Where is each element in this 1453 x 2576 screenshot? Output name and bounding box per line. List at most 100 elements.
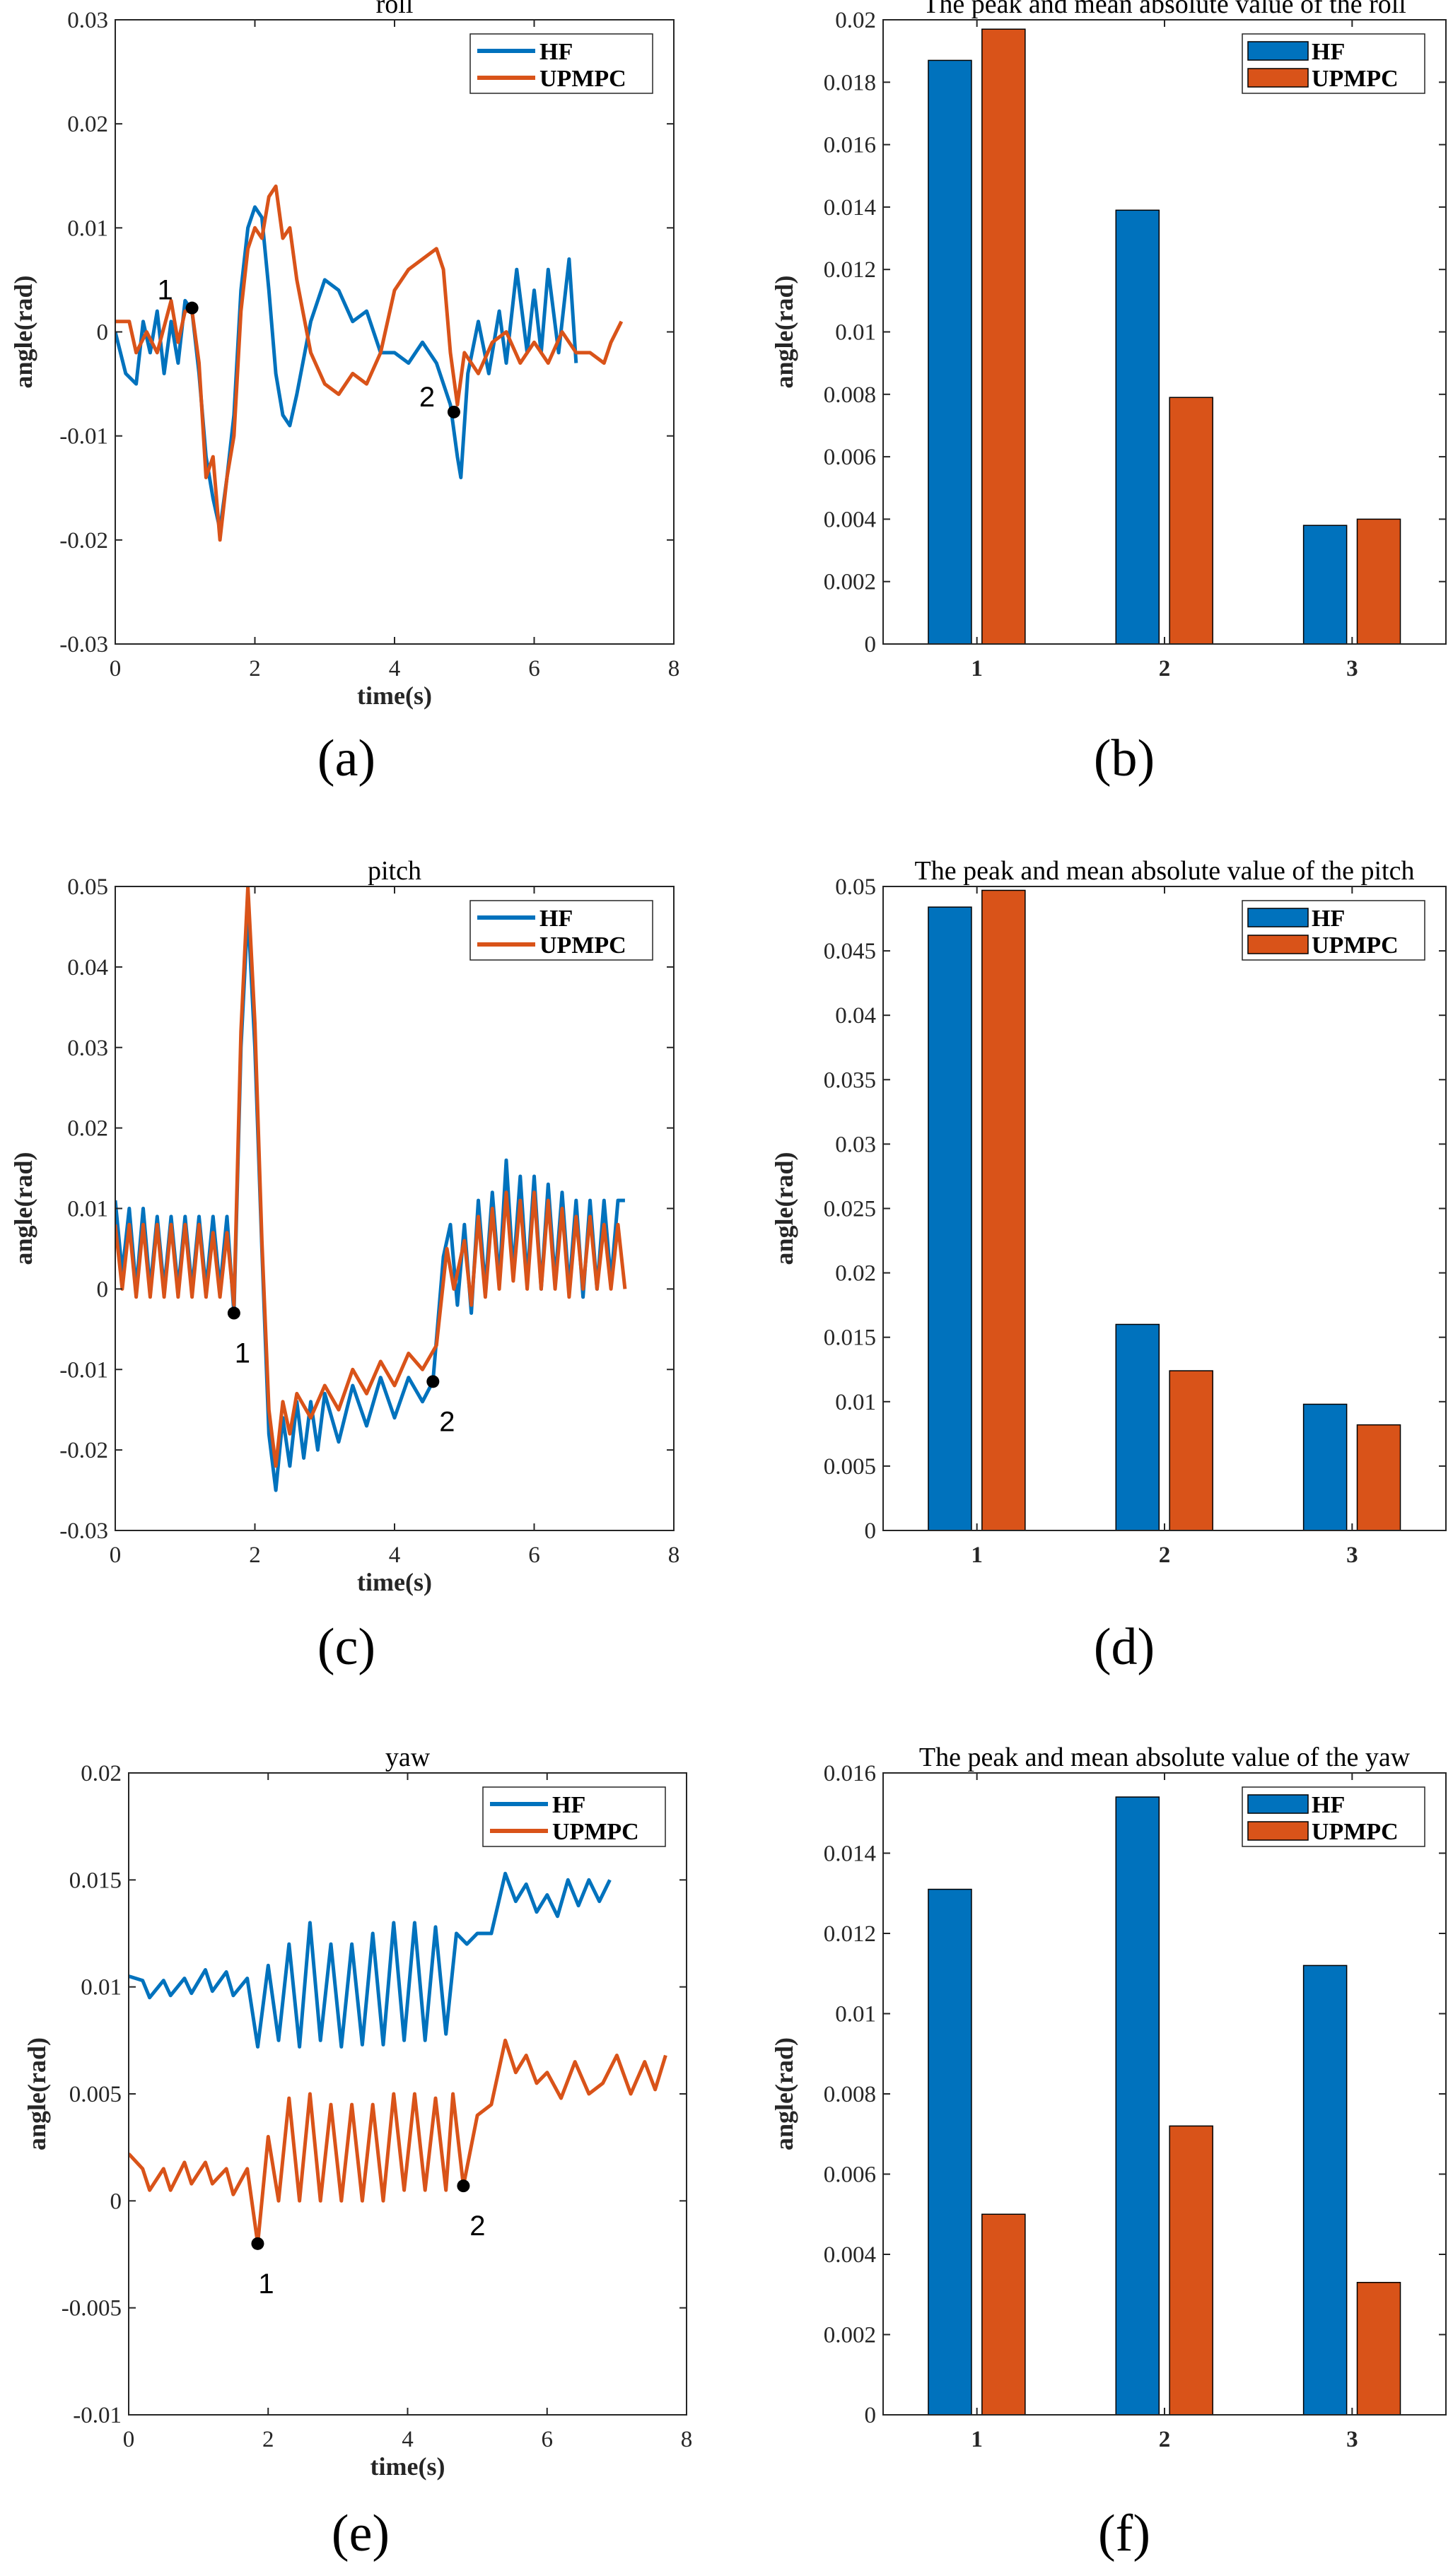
x-axis-label: time(s) — [357, 681, 432, 710]
y-tick-label: 0.01 — [81, 1975, 122, 2001]
legend-box — [469, 900, 653, 961]
x-tick-label: 4 — [402, 2427, 414, 2452]
x-tick-label: 1 — [971, 1542, 983, 1568]
panel-b: 0 0.002 0.004 0.006 0.008 0.01 0.012 0.014 0.016… — [770, 0, 1447, 681]
y-tick-label: 0.02 — [67, 1116, 108, 1142]
marker-point-1 — [185, 301, 199, 315]
legend-label-hf: HF — [1312, 906, 1345, 932]
legend-box — [482, 1786, 666, 1847]
x-tick-label: 3 — [1346, 2427, 1358, 2452]
y-tick-label: 0.016 — [824, 1761, 876, 1786]
legend-label-upmpc: UPMPC — [539, 66, 626, 92]
bar-upmpc-3 — [1356, 518, 1401, 645]
panel-c: 1 2 -0.03 -0.02 -0.01 0 0.01 0.02 0.03 0.04 0.05 0 2… — [9, 856, 679, 1596]
legend-swatch-upmpc — [1247, 1821, 1309, 1841]
y-tick-label: 0.02 — [835, 8, 876, 33]
x-tick-label: 2 — [1159, 2427, 1171, 2452]
chart-title: The peak and mean absolute value of the … — [915, 856, 1415, 886]
panel-f: 0 0.002 0.004 0.006 0.008 0.01 0.012 0.014 0.016… — [770, 1743, 1447, 2452]
legend-label-upmpc: UPMPC — [539, 932, 626, 959]
series-line-upmpc — [115, 886, 627, 1468]
y-tick-label: 0.008 — [824, 2082, 876, 2107]
y-tick-label: 0 — [865, 632, 877, 657]
y-tick-label: 0.006 — [824, 445, 876, 470]
y-tick-label: 0.006 — [824, 2162, 876, 2188]
marker-label-1: 1 — [235, 1338, 250, 1369]
legend-label-upmpc: UPMPC — [1312, 66, 1399, 92]
legend-swatch-hf — [1247, 41, 1309, 61]
x-tick-label: 2 — [249, 1542, 261, 1568]
bar-upmpc-1 — [981, 889, 1026, 1531]
plot-area — [883, 886, 1446, 1530]
panel-label-f: (f) — [1098, 2505, 1150, 2563]
bar-hf-1 — [928, 1888, 972, 2416]
bar-hf-2 — [1115, 1796, 1160, 2416]
x-tick-label: 0 — [123, 2427, 135, 2452]
x-tick-label: 4 — [389, 656, 401, 681]
x-tick-label: 1 — [971, 2427, 983, 2452]
y-tick-label: 0.01 — [835, 2002, 876, 2027]
marker-label-2: 2 — [419, 382, 435, 413]
marker-label-2: 2 — [439, 1406, 455, 1437]
legend-label-upmpc: UPMPC — [1312, 932, 1399, 959]
chart-title: The peak and mean absolute value of the … — [919, 1743, 1411, 1772]
legend-label-hf: HF — [1312, 39, 1345, 65]
x-tick-label: 3 — [1346, 1542, 1358, 1568]
y-tick-label: 0.014 — [824, 1842, 876, 1867]
y-tick-label: 0.04 — [835, 1003, 876, 1029]
y-tick-label: -0.02 — [59, 528, 108, 554]
y-tick-label: 0.02 — [835, 1261, 876, 1287]
y-tick-label: 0.03 — [835, 1132, 876, 1157]
x-tick-label: 6 — [542, 2427, 554, 2452]
x-axis-label: time(s) — [357, 1568, 432, 1596]
y-tick-label: 0.045 — [824, 939, 876, 964]
y-axis-label: angle(rad) — [23, 2037, 51, 2150]
y-tick-label: 0.035 — [824, 1067, 876, 1093]
x-tick-label: 6 — [528, 1542, 540, 1568]
y-axis-label: angle(rad) — [9, 276, 37, 389]
y-tick-label: 0.004 — [824, 507, 876, 532]
marker-point-2 — [426, 1375, 440, 1388]
legend-swatch-upmpc — [1247, 68, 1309, 88]
x-tick-label: 2 — [1159, 1542, 1171, 1568]
legend-label-upmpc: UPMPC — [1312, 1819, 1399, 1845]
bar-upmpc-2 — [1169, 397, 1213, 645]
legend-swatch-upmpc — [1247, 935, 1309, 954]
y-tick-label: 0 — [97, 1277, 109, 1302]
y-tick-label: 0.025 — [824, 1197, 876, 1222]
panel-d: 0 0.005 0.01 0.015 0.02 0.025 0.03 0.035 0.04 0.0… — [770, 856, 1447, 1568]
x-tick-label: 4 — [389, 1542, 401, 1568]
y-tick-label: -0.01 — [73, 2403, 122, 2428]
y-tick-label: 0 — [865, 1518, 877, 1544]
legend-label-hf: HF — [539, 39, 573, 65]
y-tick-label: 0.016 — [824, 133, 876, 158]
y-tick-label: 0.018 — [824, 70, 876, 95]
marker-label-1: 1 — [258, 2268, 274, 2300]
y-tick-label: 0.015 — [824, 1325, 876, 1351]
bar-hf-3 — [1302, 1965, 1348, 2416]
y-tick-label: 0.002 — [824, 2323, 876, 2348]
bar-hf-3 — [1302, 525, 1348, 645]
panel-e: 1 2 -0.01 -0.005 0 0.005 0.01 0.015 0.02 0 2 4 6 8 yaw… — [23, 1743, 692, 2481]
bar-upmpc-1 — [981, 2213, 1026, 2416]
legend-label-hf: HF — [539, 906, 573, 932]
y-tick-label: -0.02 — [59, 1438, 108, 1463]
bar-upmpc-3 — [1356, 2281, 1401, 2416]
legend-label-upmpc: UPMPC — [552, 1819, 639, 1845]
x-tick-label: 1 — [971, 656, 983, 681]
x-tick-label: 2 — [1159, 656, 1171, 681]
marker-label-1: 1 — [158, 275, 173, 306]
chart-title: pitch — [368, 856, 421, 886]
chart-title: roll — [376, 0, 414, 19]
y-tick-label: 0.03 — [67, 1036, 108, 1061]
y-tick-label: 0.012 — [824, 1921, 876, 1947]
y-axis-label: angle(rad) — [770, 1152, 798, 1265]
y-tick-label: 0.008 — [824, 382, 876, 408]
x-tick-label: 2 — [249, 656, 261, 681]
x-tick-label: 6 — [528, 656, 540, 681]
y-tick-label: 0 — [865, 2403, 877, 2428]
series-line-upmpc — [129, 2038, 667, 2246]
